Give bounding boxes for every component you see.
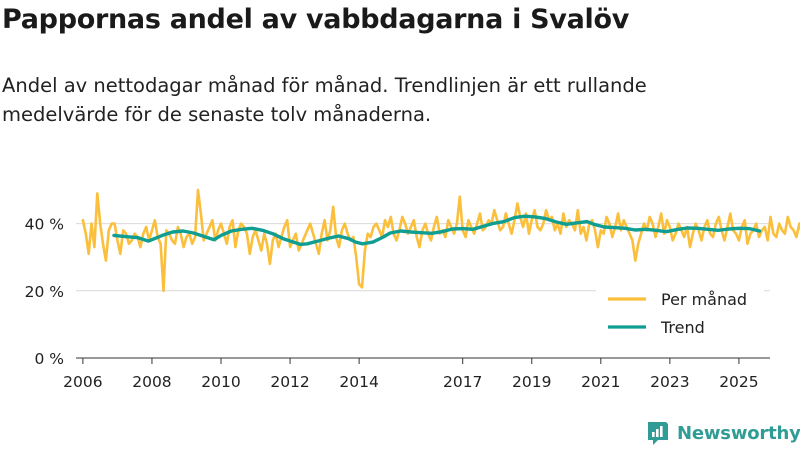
y-tick-label: 40 %	[25, 216, 64, 234]
x-tick-label: 2019	[512, 373, 551, 391]
newsworthy-logo-icon	[648, 422, 668, 445]
x-tick-label: 2017	[443, 373, 482, 391]
y-tick-label: 0 %	[34, 350, 64, 368]
series-line-trend	[112, 214, 762, 247]
brand-name: Newsworthy	[677, 422, 800, 444]
x-tick-label: 2008	[132, 373, 171, 391]
x-tick-label: 2012	[270, 373, 309, 391]
legend: Per månad Trend	[596, 286, 764, 342]
x-tick-label: 2014	[339, 373, 378, 391]
series-layer	[81, 188, 800, 293]
brand-logo[interactable]: Newsworthy	[645, 420, 800, 446]
x-tick-label: 2010	[201, 373, 240, 391]
x-tick-label: 2006	[63, 373, 102, 391]
y-tick-label: 20 %	[25, 283, 64, 301]
legend-label-1: Trend	[660, 318, 705, 337]
chart-subtitle: Andel av nettodagar månad för månad. Tre…	[2, 74, 647, 126]
legend-label-0: Per månad	[661, 290, 747, 309]
axis-layer: 0 % 20 % 40 % 2006 2008 2010 2012 2014 2017 2019 2…	[25, 216, 770, 391]
x-tick-label: 2025	[719, 373, 758, 391]
x-tick-label: 2023	[650, 373, 689, 391]
x-tick-label: 2021	[581, 373, 620, 391]
legend-box	[596, 286, 764, 342]
chart-title: Pappornas andel av vabbdagarna i Svalöv	[2, 4, 630, 35]
series-line-per-manad	[81, 188, 800, 293]
